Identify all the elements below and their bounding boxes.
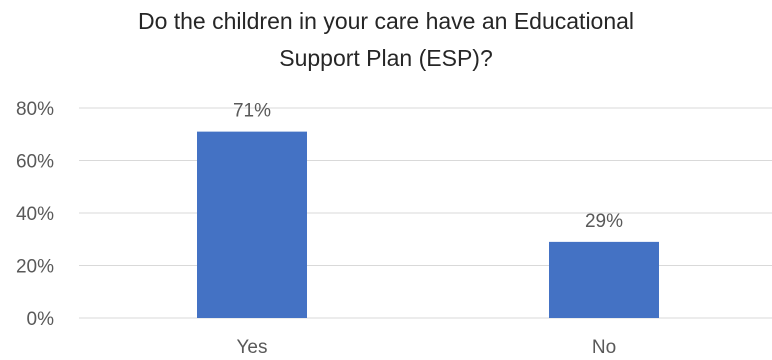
bar-yes (197, 131, 307, 318)
x-axis-tick-labels: Yes No (237, 337, 617, 358)
gridlines (79, 107, 772, 319)
y-tick-label: 40% (16, 204, 54, 225)
x-tick-label-no: No (592, 337, 616, 358)
data-label-no: 29% (585, 211, 623, 232)
data-labels: 71% 29% (233, 101, 623, 232)
chart-title-line-2: Support Plan (ESP)? (279, 45, 493, 71)
y-axis-tick-labels: 0% 20% 40% 60% 80% (16, 99, 54, 330)
bars (197, 131, 659, 318)
bar-no (549, 241, 659, 318)
y-tick-label: 60% (16, 152, 54, 173)
y-tick-label: 0% (27, 309, 55, 330)
y-tick-label: 20% (16, 257, 54, 278)
data-label-yes: 71% (233, 101, 271, 122)
y-tick-label: 80% (16, 99, 54, 120)
chart-title-line-1: Do the children in your care have an Edu… (137, 8, 635, 34)
x-tick-label-yes: Yes (237, 337, 268, 358)
